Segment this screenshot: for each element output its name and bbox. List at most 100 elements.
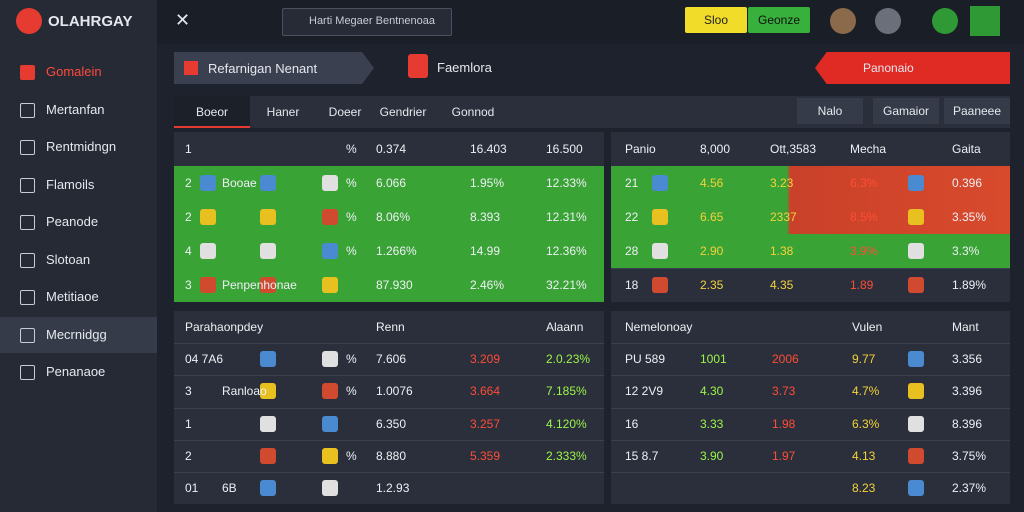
table-cell: 15 8.7 (625, 448, 659, 463)
table-cell: 6.066 (376, 176, 407, 190)
sidebar-item[interactable]: Flamoils (0, 167, 157, 203)
table-cell: 3 (185, 278, 192, 292)
table-cell: 2.0.23% (546, 352, 591, 367)
table-cell: 1.89 (850, 278, 874, 292)
table-cell: 7.606 (376, 352, 407, 367)
tab[interactable]: Boeor (174, 96, 250, 128)
table-cell: 1.2.93 (376, 480, 410, 495)
table-cell: % (346, 352, 357, 367)
table-cell: 6.3% (852, 416, 880, 431)
breadcrumb[interactable]: Refarnigan Nenant (174, 52, 374, 84)
row-icon (200, 209, 216, 225)
close-icon[interactable]: ✕ (175, 10, 191, 30)
table-cell: Ranloao (222, 384, 267, 399)
table-cell: Alaann (546, 320, 584, 335)
table-cell: 1.97 (772, 448, 796, 463)
table-cell: Ott,3583 (770, 142, 817, 156)
tab[interactable]: Paaneee (944, 98, 1010, 124)
table-cell: 8.396 (952, 416, 983, 431)
tab[interactable]: Gamaior (873, 98, 939, 124)
table-cell: 16.500 (546, 142, 583, 156)
table-cell: 6.3% (850, 176, 878, 190)
table-cell: % (346, 244, 357, 258)
table-cell: 12.31% (546, 210, 587, 224)
row-divider (611, 343, 1010, 345)
table-cell: 3.75% (952, 448, 987, 463)
table-cell: Penpenhonae (222, 278, 297, 292)
row-icon (652, 243, 668, 259)
banner-text: Panonaio (863, 61, 914, 75)
row-icon (908, 175, 924, 191)
search-text: Harti Megaer Bentnenoaa (309, 15, 435, 27)
row-icon (908, 209, 924, 225)
sidebar-item[interactable]: Rentmidngn (0, 129, 157, 165)
table-cell: 2 (185, 448, 192, 463)
sidebar-item[interactable]: Mertanfan (0, 92, 157, 128)
table-cell: 1.89% (952, 278, 987, 292)
row-icon (908, 383, 924, 400)
table-cell: 3.664 (470, 384, 501, 399)
table-cell: 12.33% (546, 176, 587, 190)
table-cell: 3.396 (952, 384, 983, 399)
sidebar-item[interactable]: Mecrnidgg (0, 316, 157, 353)
tab[interactable]: Nalo (797, 98, 863, 124)
table-cell: 9.77 (852, 352, 876, 367)
button[interactable]: Geonze (748, 7, 810, 33)
row-icon (908, 447, 924, 464)
avatar[interactable] (932, 8, 958, 34)
row-divider (611, 471, 1010, 473)
row-icon (322, 175, 338, 191)
table-cell: 14.99 (470, 244, 501, 258)
row-icon (652, 209, 668, 225)
row-icon (322, 383, 338, 400)
row-icon (260, 415, 276, 432)
row-icon (652, 175, 668, 191)
table-cell: 3.9% (850, 244, 878, 258)
row-icon (322, 479, 338, 496)
banner[interactable]: Panonaio (815, 52, 1010, 84)
table-cell: 12.36% (546, 244, 587, 258)
tab[interactable]: Gendrier (379, 105, 427, 119)
row-highlight (611, 234, 1010, 268)
avatar[interactable] (875, 8, 901, 34)
row-icon (322, 243, 338, 259)
tab[interactable]: Gonnod (451, 105, 495, 119)
row-divider (611, 268, 1010, 269)
table-cell: 3.3% (952, 244, 980, 258)
table-cell: 87.930 (376, 278, 413, 292)
sidebar-item[interactable]: Gomalein (0, 54, 157, 90)
table-cell: 3 (185, 384, 192, 399)
sidebar-item[interactable]: Metitiaoe (0, 279, 157, 315)
button[interactable]: Sloo (685, 7, 747, 33)
tab[interactable]: Haner (266, 105, 300, 119)
row-highlight (174, 268, 604, 302)
table-cell: 1 (185, 416, 192, 431)
row-icon (260, 447, 276, 464)
table-cell: 16.403 (470, 142, 507, 156)
team-icon (408, 54, 428, 78)
sidebar-item[interactable]: Slotoan (0, 242, 157, 278)
row-icon (322, 447, 338, 464)
avatar[interactable] (970, 6, 1000, 36)
avatar[interactable] (830, 8, 856, 34)
table-cell: 28 (625, 244, 639, 258)
row-icon (200, 243, 216, 259)
table-cell: 1 (185, 142, 192, 156)
table-cell: 2.37% (952, 480, 987, 495)
search-box[interactable]: Harti Megaer Bentnenoaa (282, 8, 452, 36)
table-cell: 3.90 (700, 448, 724, 463)
sidebar-item[interactable]: Peanode (0, 204, 157, 240)
table-cell: PU 589 (625, 352, 666, 367)
table-cell: 2.333% (546, 448, 587, 463)
row-divider (174, 407, 604, 409)
table-cell: 8,000 (700, 142, 731, 156)
row-highlight (611, 200, 1010, 234)
row-icon (200, 277, 216, 293)
tab[interactable]: Doeer (328, 105, 362, 119)
table-cell: 2.35 (700, 278, 724, 292)
table-cell: 8.06% (376, 210, 411, 224)
table-cell: 3.257 (470, 416, 501, 431)
sidebar-item[interactable]: Penanaoe (0, 354, 157, 390)
table-cell: 8.393 (470, 210, 501, 224)
